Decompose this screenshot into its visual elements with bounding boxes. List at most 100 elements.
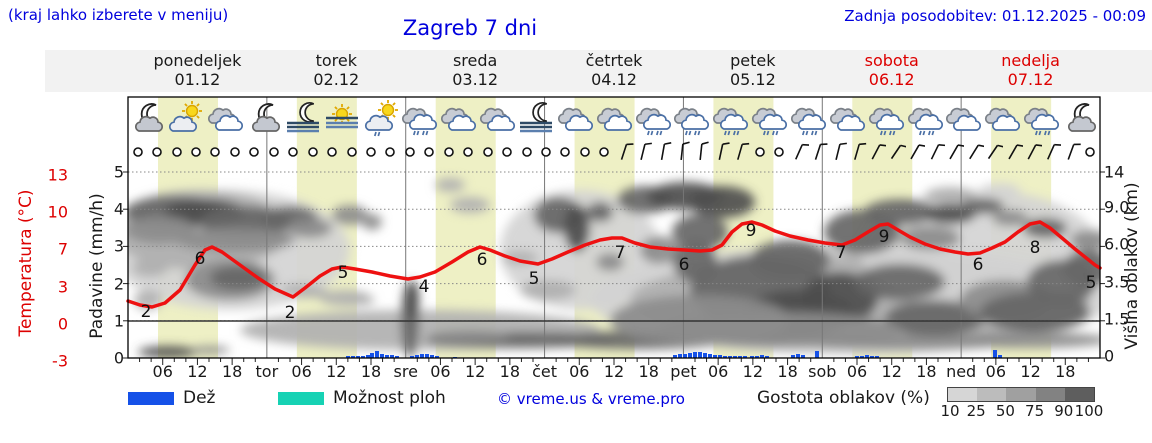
day-abbr-label: tor <box>255 362 279 381</box>
colorbar-segment <box>1064 388 1094 401</box>
precip-bar <box>395 356 399 358</box>
wind-calm-icon <box>555 141 575 161</box>
colorbar-segment <box>1035 388 1065 401</box>
clouds-icon <box>828 100 866 138</box>
hour-label: 18 <box>638 362 659 381</box>
hour-label: 12 <box>881 362 902 381</box>
hour-label: 12 <box>1020 362 1041 381</box>
wind-calm-icon <box>517 141 537 161</box>
precip-bar <box>998 355 1002 358</box>
cloud-drizzle-icon <box>672 100 710 138</box>
sun-cloud-icon <box>167 100 205 138</box>
fog-moon-icon <box>517 100 555 138</box>
copyright-link[interactable]: © vreme.us & vreme.pro <box>497 390 685 408</box>
hour-label: 18 <box>221 362 243 381</box>
precip-bar <box>688 353 692 358</box>
clouds-icon <box>983 100 1021 138</box>
day-header-date: 04.12 <box>591 70 637 89</box>
day-abbr-label: ned <box>946 362 977 381</box>
cloud-drizzle-icon <box>750 100 788 138</box>
wind-calm-icon <box>769 141 789 161</box>
wind-calm-icon <box>205 141 225 161</box>
precip-bar <box>703 353 707 358</box>
temp-tick: 7 <box>57 239 68 259</box>
precip-bar <box>351 356 355 358</box>
precip-bar <box>435 356 439 358</box>
precip-bar <box>733 356 737 358</box>
colorbar-segment <box>1006 388 1036 401</box>
cloud-height-tick: 0 <box>1104 346 1115 366</box>
temperature-value-label: 2 <box>284 303 296 323</box>
precip-bar <box>385 355 389 358</box>
cloud-height-tick: 6.0 <box>1104 234 1130 254</box>
page-title: Zagreb 7 dni <box>402 16 538 40</box>
precip-bar <box>870 356 874 358</box>
precip-bar <box>855 356 859 358</box>
precip-bar <box>713 355 717 358</box>
wind-calm-icon <box>244 141 264 161</box>
fog-sun-icon <box>323 100 361 138</box>
day-header-name: sobota <box>864 51 919 70</box>
menu-hint-text: (kraj lahko izberete v meniju) <box>8 6 229 24</box>
colorbar-tick-label: 100 <box>1074 402 1104 420</box>
precip-bar <box>361 356 365 358</box>
moon-cloud-icon <box>245 100 283 138</box>
temperature-value-label: 6 <box>194 249 206 269</box>
wind-calm-icon <box>1080 141 1100 161</box>
precip-bar <box>743 356 747 358</box>
precip-bar <box>430 355 434 358</box>
hour-label: 18 <box>777 362 798 381</box>
precip-bar <box>865 355 869 358</box>
hour-label: 18 <box>499 362 521 381</box>
wind-calm-icon <box>750 141 770 161</box>
wind-barb-icon <box>866 141 888 161</box>
temperature-value-label: 8 <box>1029 238 1041 258</box>
temperature-line <box>126 220 1102 309</box>
hour-label: 06 <box>291 362 312 381</box>
wind-barb-icon <box>847 141 867 161</box>
showers-legend-label: Možnost ploh <box>333 388 446 408</box>
day-header-name: nedelja <box>1001 51 1060 70</box>
sun-cloud-drizzle-icon <box>362 100 400 138</box>
colorbar-tick-label: 50 <box>995 402 1015 420</box>
wind-calm-icon <box>342 141 362 161</box>
wind-barb-icon <box>711 141 731 161</box>
cloud-drizzle-icon <box>867 100 905 138</box>
clouds-icon <box>206 100 244 138</box>
wind-barb-icon <box>789 141 809 161</box>
precip-bar <box>375 351 379 358</box>
wind-barb-icon <box>925 141 946 161</box>
precip-bar <box>380 354 384 358</box>
wind-barb-icon <box>1061 141 1081 161</box>
hour-label: 06 <box>985 362 1007 381</box>
precip-bar <box>755 356 759 358</box>
precip-bar <box>420 354 424 358</box>
wind-barb-icon <box>964 141 985 161</box>
cloud-drizzle-icon <box>400 100 438 138</box>
hour-label: 12 <box>326 362 347 381</box>
hour-label: 18 <box>916 362 937 381</box>
precip-bar <box>860 356 864 358</box>
precip-bar <box>410 356 414 358</box>
precip-bar <box>791 355 795 358</box>
temperature-value-label: 6 <box>476 250 488 270</box>
cloud-density-field <box>128 178 1100 358</box>
wind-calm-icon <box>478 141 498 161</box>
temp-tick: 10 <box>47 202 68 222</box>
precip-bar <box>750 356 754 358</box>
wind-barb-icon <box>1041 141 1062 161</box>
precip-tick: 1 <box>113 311 124 331</box>
wind-calm-icon <box>575 141 595 161</box>
wind-calm-icon <box>497 141 517 161</box>
day-header-name: četrtek <box>585 51 643 70</box>
cloud-height-tick: 3.5 <box>1104 272 1130 292</box>
day-header-name: torek <box>315 51 357 70</box>
cloud-density-label: Gostota oblakov (%) <box>757 388 930 408</box>
wind-calm-icon <box>361 141 381 161</box>
colorbar-segment <box>948 388 978 401</box>
day-abbr-label: sob <box>808 362 837 381</box>
day-abbr-label: sre <box>393 362 418 381</box>
precip-bar <box>875 356 879 358</box>
hour-label: 12 <box>603 362 625 381</box>
